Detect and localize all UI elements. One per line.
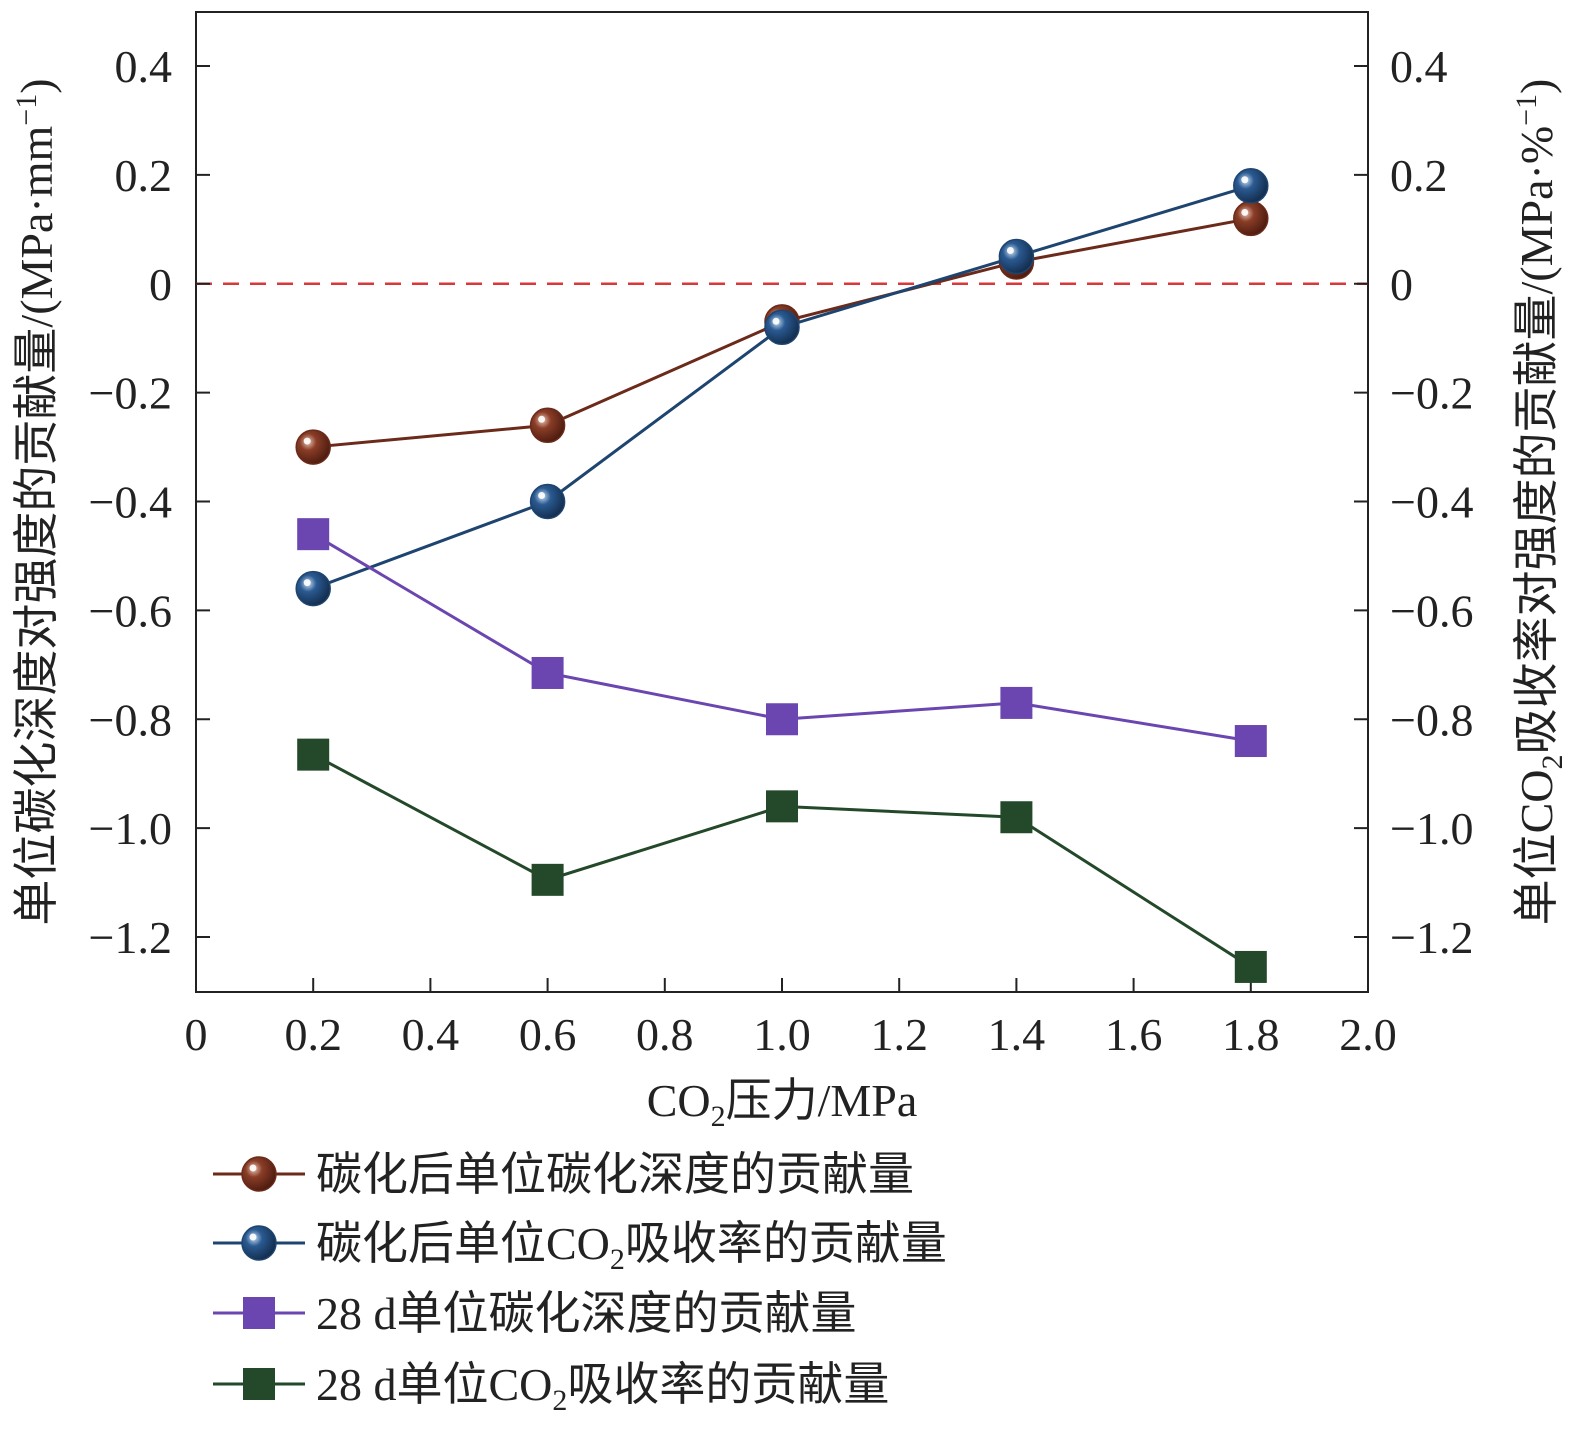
y-axis-right: 0.4 0.2 0 −0.2 −0.4 −0.6 −0.8 −1.0 −1.2 <box>1354 41 1473 963</box>
marker-body <box>998 238 1035 275</box>
marker-body <box>529 407 566 444</box>
y-left-tick-label: −1.2 <box>89 912 172 963</box>
plot-border <box>195 11 1369 993</box>
legend-item: 28 d单位碳化深度的贡献量 <box>213 1288 857 1339</box>
data-point-sphere <box>529 483 566 520</box>
y-left-tick-label: −1.0 <box>89 803 172 854</box>
marker-highlight <box>772 317 780 325</box>
marker-highlight <box>249 1164 257 1172</box>
series-3 <box>297 738 1267 983</box>
y-left-tick-label: 0.4 <box>115 41 173 92</box>
legend: 碳化后单位碳化深度的贡献量 碳化后单位CO2吸收率的贡献量 28 d单位碳化深度… <box>213 1149 947 1417</box>
x-tick-label: 0.6 <box>519 1009 577 1060</box>
y-left-tick-label: −0.8 <box>89 694 172 745</box>
marker-highlight <box>1241 176 1249 184</box>
x-axis-title: CO2压力/MPa <box>647 1075 918 1133</box>
data-point-square <box>297 738 330 771</box>
series-2 <box>297 518 1267 758</box>
marker-body <box>241 1156 277 1192</box>
data-point-sphere <box>295 429 331 465</box>
y-left-tick-label: 0 <box>149 259 172 310</box>
y-axis-right-title: 单位CO2吸收率对强度的贡献量/(MPa·%−1) <box>1510 79 1569 926</box>
x-tick-label: 1.8 <box>1222 1009 1280 1060</box>
y-right-tick-label: 0.2 <box>1390 150 1448 201</box>
x-tick-label: 1.6 <box>1105 1009 1163 1060</box>
legend-label: 28 d单位碳化深度的贡献量 <box>316 1288 857 1339</box>
legend-marker-square-green <box>213 1368 305 1400</box>
data-point-sphere <box>529 407 566 444</box>
x-tick-label: 1.4 <box>988 1009 1046 1060</box>
y-left-tick-label: −0.4 <box>89 477 172 528</box>
marker-body <box>764 309 800 346</box>
y-right-tick-label: 0.4 <box>1390 41 1448 92</box>
legend-marker-sphere-brown <box>213 1156 305 1192</box>
y-right-tick-label: 0 <box>1390 259 1413 310</box>
marker-body <box>241 1225 277 1261</box>
legend-marker <box>243 1297 275 1329</box>
data-point-square <box>531 656 564 689</box>
legend-label: 28 d单位CO2吸收率的贡献量 <box>316 1359 889 1417</box>
data-point-square <box>297 518 330 551</box>
marker-body <box>529 483 566 520</box>
marker-highlight <box>1241 208 1249 216</box>
legend-item: 碳化后单位CO2吸收率的贡献量 <box>213 1218 947 1276</box>
marker-body <box>1233 200 1269 237</box>
data-point-square <box>1234 950 1267 983</box>
legend-marker <box>241 1225 277 1261</box>
data-point-sphere <box>1233 168 1269 204</box>
y-left-tick-label: 0.2 <box>115 150 173 201</box>
y-axis-left: 0.4 0.2 0 −0.2 −0.4 −0.6 −0.8 −1.0 −1.2 <box>89 41 210 963</box>
x-tick-label: 1.2 <box>870 1009 928 1060</box>
data-point-square <box>1234 725 1267 758</box>
series-line <box>312 753 1252 969</box>
y-right-tick-label: −0.2 <box>1390 368 1473 419</box>
marker-highlight <box>1006 247 1014 255</box>
marker-highlight <box>538 415 546 423</box>
legend-item: 28 d单位CO2吸收率的贡献量 <box>213 1359 889 1417</box>
x-tick-label: 1.0 <box>753 1009 811 1060</box>
marker-body <box>1233 168 1269 204</box>
series-1 <box>295 168 1269 607</box>
y-left-tick-label: −0.2 <box>89 368 172 419</box>
marker-highlight <box>303 579 311 587</box>
marker-highlight <box>538 492 546 499</box>
y-right-tick-label: −0.4 <box>1390 477 1473 528</box>
data-point-square <box>1000 801 1033 834</box>
series-line <box>312 184 1252 591</box>
series-layer <box>295 168 1269 983</box>
marker-highlight <box>303 437 311 445</box>
marker-highlight <box>249 1233 257 1241</box>
legend-item: 碳化后单位碳化深度的贡献量 <box>213 1149 914 1200</box>
legend-marker-sphere-blue <box>213 1225 305 1261</box>
marker-body <box>295 570 331 607</box>
data-point-square <box>766 790 798 823</box>
legend-label: 碳化后单位碳化深度的贡献量 <box>316 1149 914 1200</box>
y-right-tick-label: −0.8 <box>1390 694 1473 745</box>
plot-frame <box>195 11 1369 993</box>
marker-body <box>295 429 331 465</box>
legend-marker-square-purple <box>213 1297 305 1329</box>
y-right-tick-label: −0.6 <box>1390 585 1473 636</box>
legend-label: 碳化后单位CO2吸收率的贡献量 <box>316 1218 947 1276</box>
y-left-tick-label: −0.6 <box>89 585 172 636</box>
data-point-sphere <box>1233 200 1269 237</box>
x-tick-label: 0.4 <box>402 1009 460 1060</box>
y-right-tick-label: −1.0 <box>1390 803 1473 854</box>
data-point-sphere <box>764 309 800 346</box>
y-right-tick-label: −1.2 <box>1390 912 1473 963</box>
x-tick-label: 2.0 <box>1339 1009 1397 1060</box>
x-tick-label: 0.2 <box>284 1009 342 1060</box>
data-point-square <box>1000 686 1033 719</box>
legend-marker <box>241 1156 277 1192</box>
legend-marker <box>243 1368 275 1400</box>
x-tick-label: 0 <box>185 1009 208 1060</box>
data-point-square <box>766 703 798 736</box>
x-axis: 0 0.2 0.4 0.6 0.8 1.0 1.2 1.4 1.6 1.8 2.0 <box>185 978 1397 1060</box>
y-axis-left-title: 单位碳化深度对强度的贡献量/(MPa·mm−1) <box>10 78 62 925</box>
data-point-sphere <box>998 238 1035 275</box>
data-point-sphere <box>295 570 331 607</box>
data-point-square <box>531 863 564 896</box>
x-tick-label: 0.8 <box>636 1009 694 1060</box>
